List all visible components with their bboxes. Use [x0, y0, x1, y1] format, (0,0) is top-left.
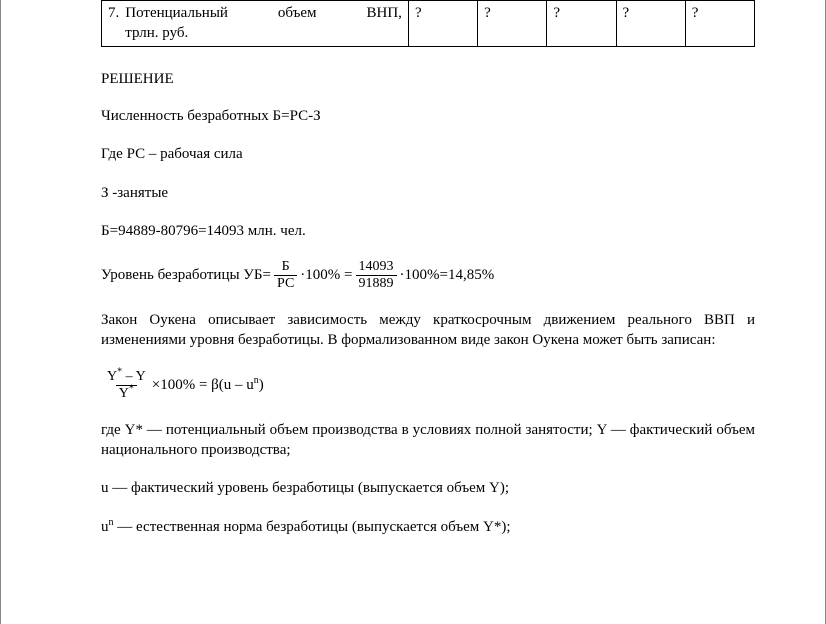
document-page: 7. Потенциальный объем ВНП, трлн. руб. ?…	[0, 0, 826, 624]
row-number: 7.	[108, 4, 119, 43]
paragraph-8: un — естественная норма безработицы (вып…	[101, 517, 755, 537]
fraction-2: 14093 91889	[356, 259, 397, 292]
formula-unemployment-rate: Уровень безработицы УБ= Б РС ·100% = 140…	[101, 259, 755, 292]
formula-mid1: ·100% =	[300, 267, 352, 284]
cell-3: ?	[547, 1, 616, 47]
okun-after: ×100% = β(u – un)	[152, 377, 264, 394]
data-table: 7. Потенциальный объем ВНП, трлн. руб. ?…	[101, 0, 755, 47]
paragraph-5: Закон Оукена описывает зависимость между…	[101, 310, 755, 351]
paragraph-6: где Y* — потенциальный объем производств…	[101, 420, 755, 461]
okun-numerator: Y* – Y	[104, 369, 149, 385]
fraction-okun: Y* – Y Y*	[104, 369, 149, 402]
paragraph-1: Численность безработных Б=РС-З	[101, 106, 755, 126]
paragraph-3: З -занятые	[101, 183, 755, 203]
section-title: РЕШЕНИЕ	[101, 71, 755, 88]
row-label-text: Потенциальный объем ВНП, трлн. руб.	[125, 4, 402, 43]
formula-okun: Y* – Y Y* ×100% = β(u – un)	[101, 369, 755, 402]
row-label-cell: 7. Потенциальный объем ВНП, трлн. руб.	[102, 1, 409, 47]
formula-suffix: ·100%=14,85%	[400, 267, 495, 284]
paragraph-4: Б=94889-80796=14093 млн. чел.	[101, 221, 755, 241]
cell-5: ?	[685, 1, 754, 47]
fraction-1: Б РС	[274, 259, 297, 292]
cell-4: ?	[616, 1, 685, 47]
cell-2: ?	[478, 1, 547, 47]
formula-prefix: Уровень безработицы УБ=	[101, 267, 271, 284]
okun-denominator: Y*	[116, 385, 137, 402]
table-row: 7. Потенциальный объем ВНП, трлн. руб. ?…	[102, 1, 755, 47]
cell-1: ?	[408, 1, 477, 47]
paragraph-2: Где РС – рабочая сила	[101, 144, 755, 164]
paragraph-7: u — фактический уровень безработицы (вып…	[101, 478, 755, 498]
